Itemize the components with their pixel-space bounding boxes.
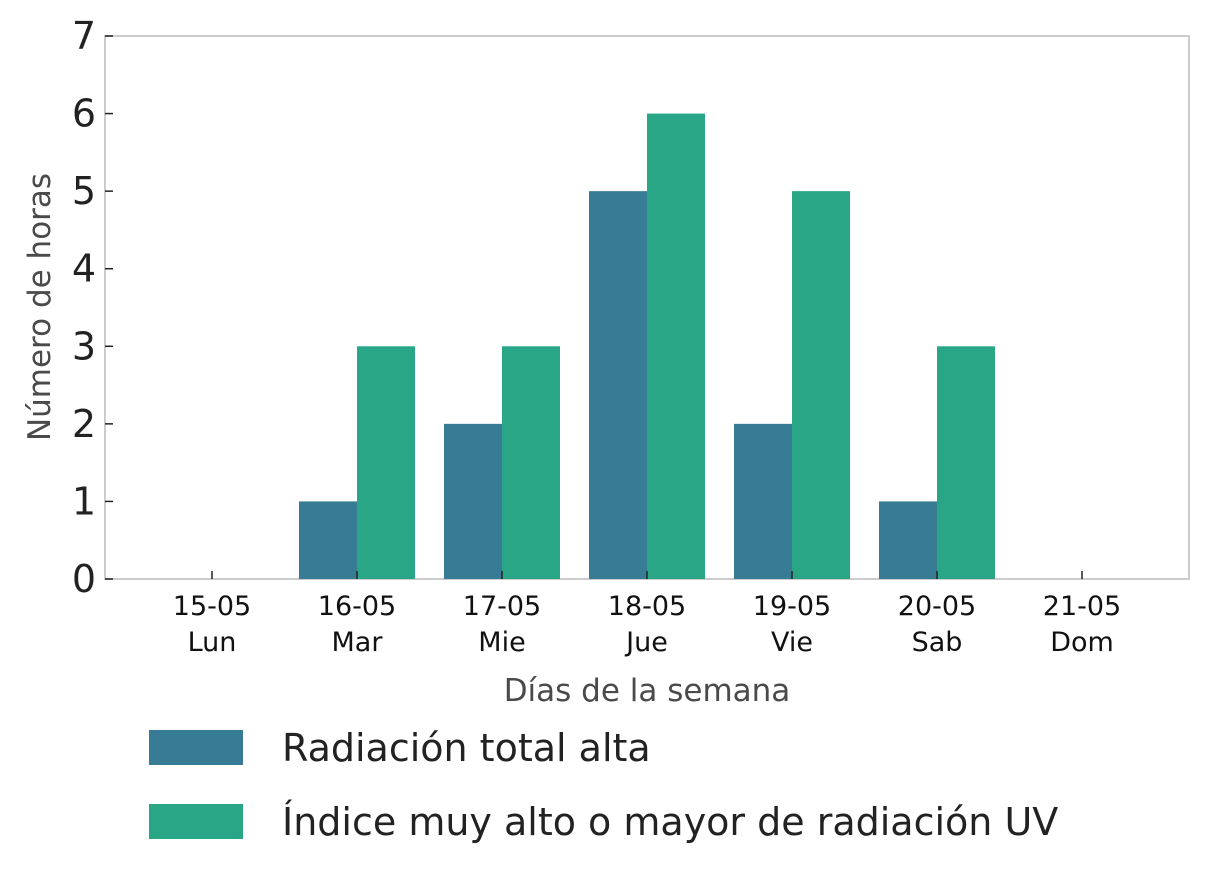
y-tick-label: 4: [72, 247, 96, 291]
y-tick-label: 1: [72, 479, 96, 523]
bar-indice-uv: [357, 346, 415, 579]
legend-swatch: [149, 730, 243, 765]
bar-indice-uv: [647, 113, 705, 580]
y-tick-label: 7: [72, 14, 96, 58]
x-tick-date: 15-05: [173, 591, 251, 622]
x-tick-day: Mie: [478, 627, 525, 658]
x-tick-date: 19-05: [753, 591, 831, 622]
x-tick-day: Mar: [332, 627, 384, 658]
x-tick-date: 16-05: [318, 591, 396, 622]
legend-swatch: [149, 804, 243, 839]
x-tick-day: Vie: [771, 627, 813, 658]
bar-radiacion-total: [444, 423, 502, 579]
x-tick-date: 18-05: [608, 591, 686, 622]
legend-label: Radiación total alta: [282, 726, 651, 770]
y-tick-label: 6: [72, 92, 96, 136]
y-axis-label: Número de horas: [22, 173, 58, 441]
x-tick-day: Sab: [912, 627, 963, 658]
bar-radiacion-total: [589, 191, 647, 579]
x-tick-day: Lun: [188, 627, 237, 658]
x-tick-date: 17-05: [463, 591, 541, 622]
x-tick-day: Dom: [1050, 627, 1114, 658]
bar-indice-uv: [792, 191, 850, 579]
bar-radiacion-total: [879, 501, 937, 579]
bar-indice-uv: [502, 346, 560, 579]
y-tick-label: 0: [72, 557, 96, 601]
x-axis-label: Días de la semana: [504, 673, 791, 709]
legend: Radiación total alta Índice muy alto o ma…: [149, 726, 1058, 844]
y-tick-label: 5: [72, 169, 96, 213]
x-axis-ticks: 15-05 Lun 16-05 Mar 17-05 Mie 18-05 Jue 19-05 Vie…: [173, 571, 1121, 658]
bar-indice-uv: [937, 346, 995, 579]
legend-label: Índice muy alto o mayor de radiación UV: [282, 800, 1058, 844]
bars: [299, 113, 995, 580]
y-axis-ticks: 0 1 2 3 4 5 6 7: [72, 14, 113, 601]
x-tick-day: Jue: [624, 627, 668, 658]
y-tick-label: 3: [72, 324, 96, 368]
x-tick-date: 20-05: [898, 591, 976, 622]
y-tick-label: 2: [72, 402, 96, 446]
bar-radiacion-total: [734, 423, 792, 579]
bar-radiacion-total: [299, 501, 357, 579]
x-tick-date: 21-05: [1043, 591, 1121, 622]
